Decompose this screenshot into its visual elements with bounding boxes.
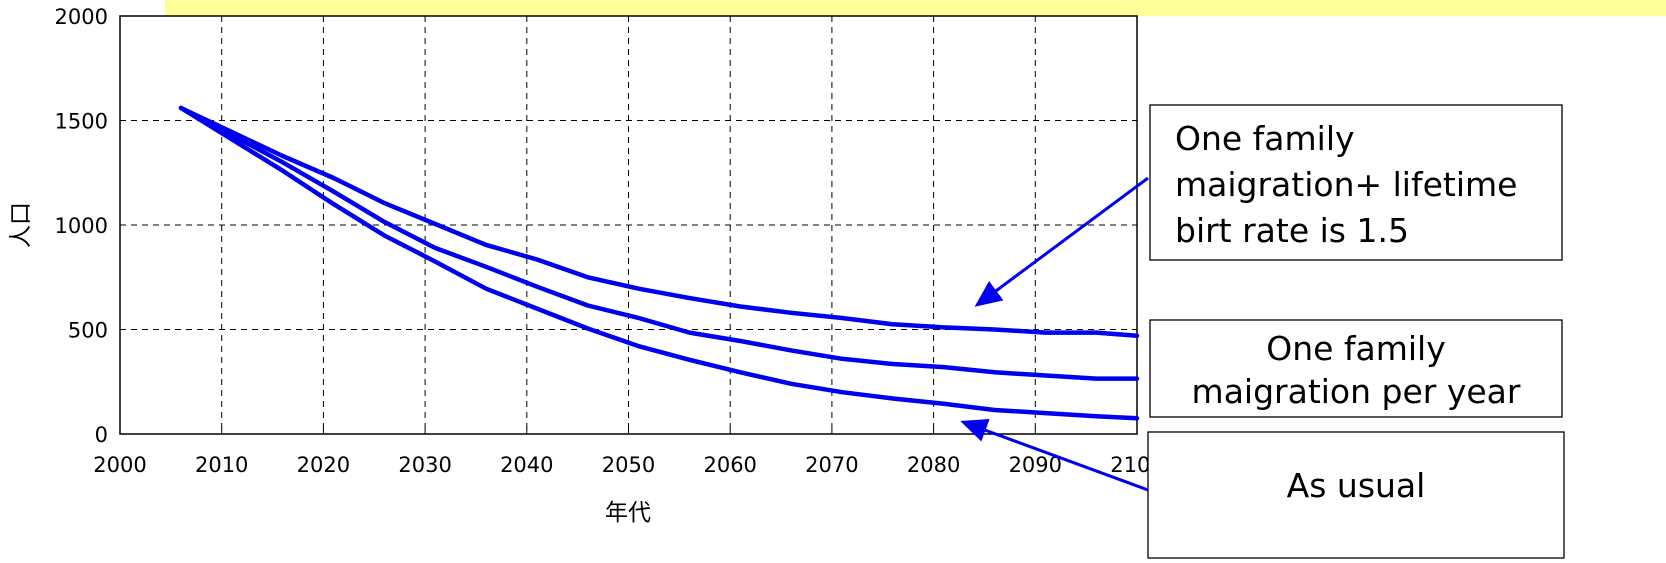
x-tick-label: 2040 xyxy=(500,453,553,477)
x-tick-label: 2010 xyxy=(195,453,248,477)
x-tick-label: 2070 xyxy=(805,453,858,477)
series-layer xyxy=(178,105,1140,421)
annotation-box-3: As usual xyxy=(1147,431,1565,559)
y-tick-label: 0 xyxy=(95,423,108,447)
x-tick-label: 2030 xyxy=(398,453,451,477)
x-axis-label: 年代 xyxy=(605,500,651,526)
plot-area xyxy=(119,15,1140,435)
series-line-1 xyxy=(178,105,1140,339)
y-tick-label: 2000 xyxy=(55,5,108,29)
x-tick-label: 2060 xyxy=(703,453,756,477)
highlight-band xyxy=(165,0,1666,16)
x-tick-label: 2080 xyxy=(907,453,960,477)
annotation-text-line: One family xyxy=(1266,329,1446,368)
y-tick-label: 500 xyxy=(68,319,108,343)
annotation-text-line: maigration per year xyxy=(1192,372,1521,411)
y-axis-label: 人口 xyxy=(8,202,34,248)
annotation-frame xyxy=(1147,431,1565,559)
x-tick-label: 2020 xyxy=(297,453,350,477)
series-line-3 xyxy=(178,105,1140,421)
annotation-text-line: birt rate is 1.5 xyxy=(1175,211,1409,250)
annotation-box-2: One family maigration per year xyxy=(1149,319,1563,418)
annotations: One family maigration+ lifetime birt rate … xyxy=(960,104,1565,559)
x-tick-label: 2050 xyxy=(602,453,655,477)
x-tick-label: 2090 xyxy=(1009,453,1062,477)
annotation-frame xyxy=(1149,319,1563,418)
annotation-arrow xyxy=(960,419,1149,492)
annotation-text-line: One family xyxy=(1175,119,1355,158)
series-line-2 xyxy=(178,105,1140,381)
annotation-arrow xyxy=(974,176,1149,307)
annotation-box-1: One family maigration+ lifetime birt rate … xyxy=(1149,104,1563,261)
y-tick-label: 1000 xyxy=(55,214,108,238)
x-tick-label: 2000 xyxy=(93,453,146,477)
y-tick-label: 1500 xyxy=(55,110,108,134)
annotation-text-line: maigration+ lifetime xyxy=(1175,165,1517,204)
y-axis-ticks: 0 500 1000 1500 2000 xyxy=(55,5,126,447)
annotation-text-line: As usual xyxy=(1287,466,1426,505)
annotation-frame xyxy=(1149,104,1563,261)
